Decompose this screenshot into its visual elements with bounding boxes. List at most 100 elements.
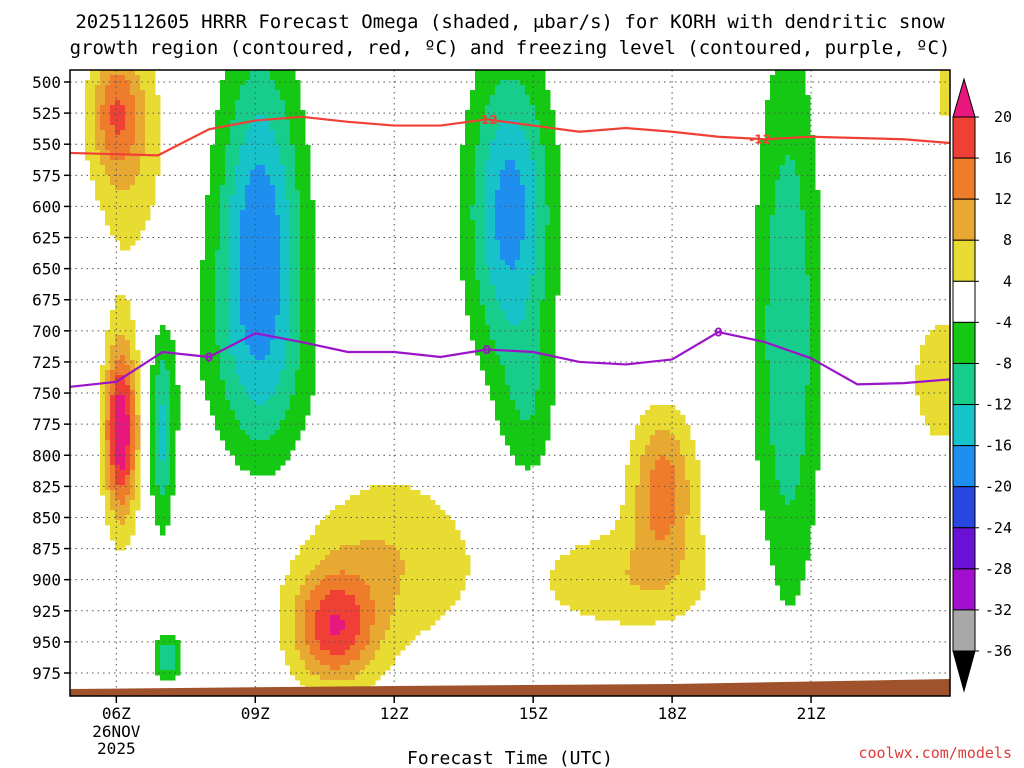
omega-cell — [115, 350, 121, 356]
omega-cell — [270, 280, 276, 286]
omega-cell — [260, 70, 266, 76]
omega-cell — [105, 425, 111, 431]
omega-cell — [110, 415, 116, 421]
omega-cell — [655, 435, 661, 441]
omega-cell — [145, 120, 151, 126]
omega-cell — [90, 130, 96, 136]
omega-cell — [110, 185, 116, 191]
omega-cell — [170, 400, 176, 406]
omega-cell — [245, 325, 251, 331]
omega-cell — [795, 300, 801, 306]
omega-cell — [110, 430, 116, 436]
omega-cell — [505, 440, 511, 446]
omega-cell — [485, 230, 491, 236]
omega-cell — [485, 170, 491, 176]
omega-cell — [785, 350, 791, 356]
omega-cell — [260, 430, 266, 436]
omega-cell — [500, 410, 506, 416]
omega-cell — [485, 355, 491, 361]
omega-cell — [110, 385, 116, 391]
omega-cell — [550, 120, 556, 126]
omega-cell — [295, 100, 301, 106]
omega-cell — [790, 355, 796, 361]
omega-cell — [255, 385, 261, 391]
omega-cell — [655, 455, 661, 461]
omega-cell — [205, 395, 211, 401]
omega-cell — [500, 165, 506, 171]
omega-cell — [215, 335, 221, 341]
omega-cell — [675, 460, 681, 466]
omega-cell — [110, 460, 116, 466]
omega-cell — [150, 130, 156, 136]
omega-cell — [155, 450, 161, 456]
omega-cell — [255, 350, 261, 356]
omega-cell — [655, 470, 661, 476]
omega-cell — [795, 185, 801, 191]
omega-cell — [150, 385, 156, 391]
omega-cell — [165, 465, 171, 471]
omega-cell — [285, 305, 291, 311]
omega-cell — [790, 270, 796, 276]
omega-cell — [265, 380, 271, 386]
omega-cell — [475, 345, 481, 351]
omega-cell — [925, 420, 931, 426]
omega-cell — [255, 255, 261, 261]
omega-cell — [155, 365, 161, 371]
omega-cell — [260, 195, 266, 201]
omega-cell — [525, 265, 531, 271]
omega-cell — [755, 440, 761, 446]
omega-cell — [265, 345, 271, 351]
omega-cell — [775, 360, 781, 366]
omega-cell — [640, 445, 646, 451]
omega-cell — [755, 305, 761, 311]
omega-cell — [785, 280, 791, 286]
omega-cell — [140, 105, 146, 111]
omega-cell — [150, 125, 156, 131]
omega-cell — [110, 160, 116, 166]
omega-cell — [245, 170, 251, 176]
omega-cell — [540, 305, 546, 311]
omega-cell — [525, 420, 531, 426]
omega-cell — [510, 200, 516, 206]
omega-cell — [285, 330, 291, 336]
omega-cell — [300, 365, 306, 371]
omega-cell — [210, 295, 216, 301]
omega-cell — [120, 80, 126, 86]
omega-cell — [780, 290, 786, 296]
omega-cell — [800, 310, 806, 316]
omega-cell — [515, 450, 521, 456]
omega-cell — [770, 305, 776, 311]
omega-cell — [295, 255, 301, 261]
omega-cell — [515, 395, 521, 401]
omega-cell — [800, 225, 806, 231]
omega-cell — [150, 115, 156, 121]
omega-cell — [280, 220, 286, 226]
omega-cell — [540, 320, 546, 326]
omega-cell — [125, 110, 131, 116]
omega-cell — [535, 115, 541, 121]
omega-cell — [285, 280, 291, 286]
omega-cell — [265, 460, 271, 466]
omega-cell — [785, 150, 791, 156]
omega-cell — [675, 470, 681, 476]
omega-cell — [235, 335, 241, 341]
omega-cell — [800, 450, 806, 456]
omega-cell — [160, 380, 166, 386]
omega-cell — [260, 165, 266, 171]
omega-cell — [225, 255, 231, 261]
omega-cell — [795, 195, 801, 201]
omega-cell — [515, 75, 521, 81]
omega-cell — [290, 95, 296, 101]
omega-cell — [475, 70, 481, 76]
omega-cell — [550, 190, 556, 196]
omega-cell — [775, 195, 781, 201]
omega-cell — [795, 355, 801, 361]
omega-cell — [920, 375, 926, 381]
omega-cell — [510, 325, 516, 331]
omega-cell — [770, 395, 776, 401]
omega-cell — [230, 375, 236, 381]
omega-cell — [790, 445, 796, 451]
omega-cell — [770, 80, 776, 86]
omega-cell — [770, 165, 776, 171]
omega-cell — [465, 275, 471, 281]
